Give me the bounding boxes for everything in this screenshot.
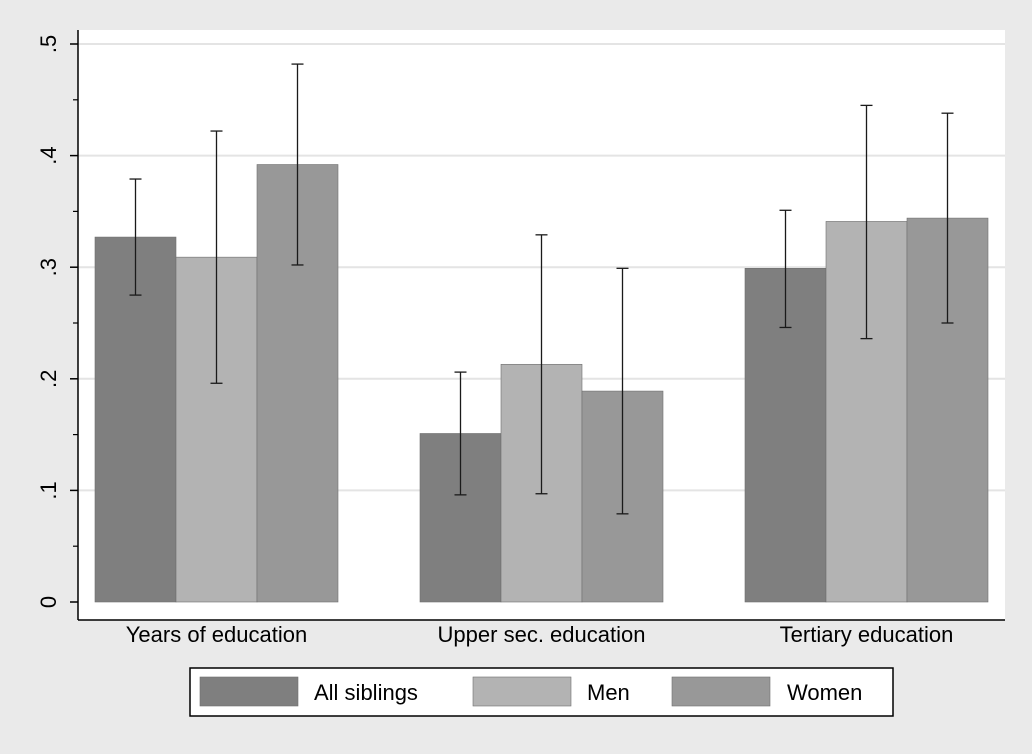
y-tick-label: .2 <box>36 370 61 388</box>
x-category-label: Upper sec. education <box>438 622 646 647</box>
y-tick-label: .5 <box>36 35 61 53</box>
legend-label: Men <box>587 680 630 705</box>
error-bars <box>129 63 954 515</box>
legend-label: Women <box>787 680 862 705</box>
x-category-label: Years of education <box>126 622 307 647</box>
x-category-label: Tertiary education <box>780 622 954 647</box>
legend: All siblings Men Women <box>189 667 894 717</box>
bar <box>94 236 177 603</box>
legend-swatch <box>671 676 771 707</box>
y-tick-label: .4 <box>36 146 61 164</box>
y-tick-label: .3 <box>36 258 61 276</box>
axes: 0 .1 .2 .3 .4 .5 Years of education Upper sec. … <box>36 30 1005 647</box>
legend-label: All siblings <box>314 680 418 705</box>
legend-swatch <box>199 676 299 707</box>
y-tick-label: 0 <box>36 596 61 608</box>
legend-swatch <box>472 676 572 707</box>
y-tick-label: .1 <box>36 481 61 499</box>
